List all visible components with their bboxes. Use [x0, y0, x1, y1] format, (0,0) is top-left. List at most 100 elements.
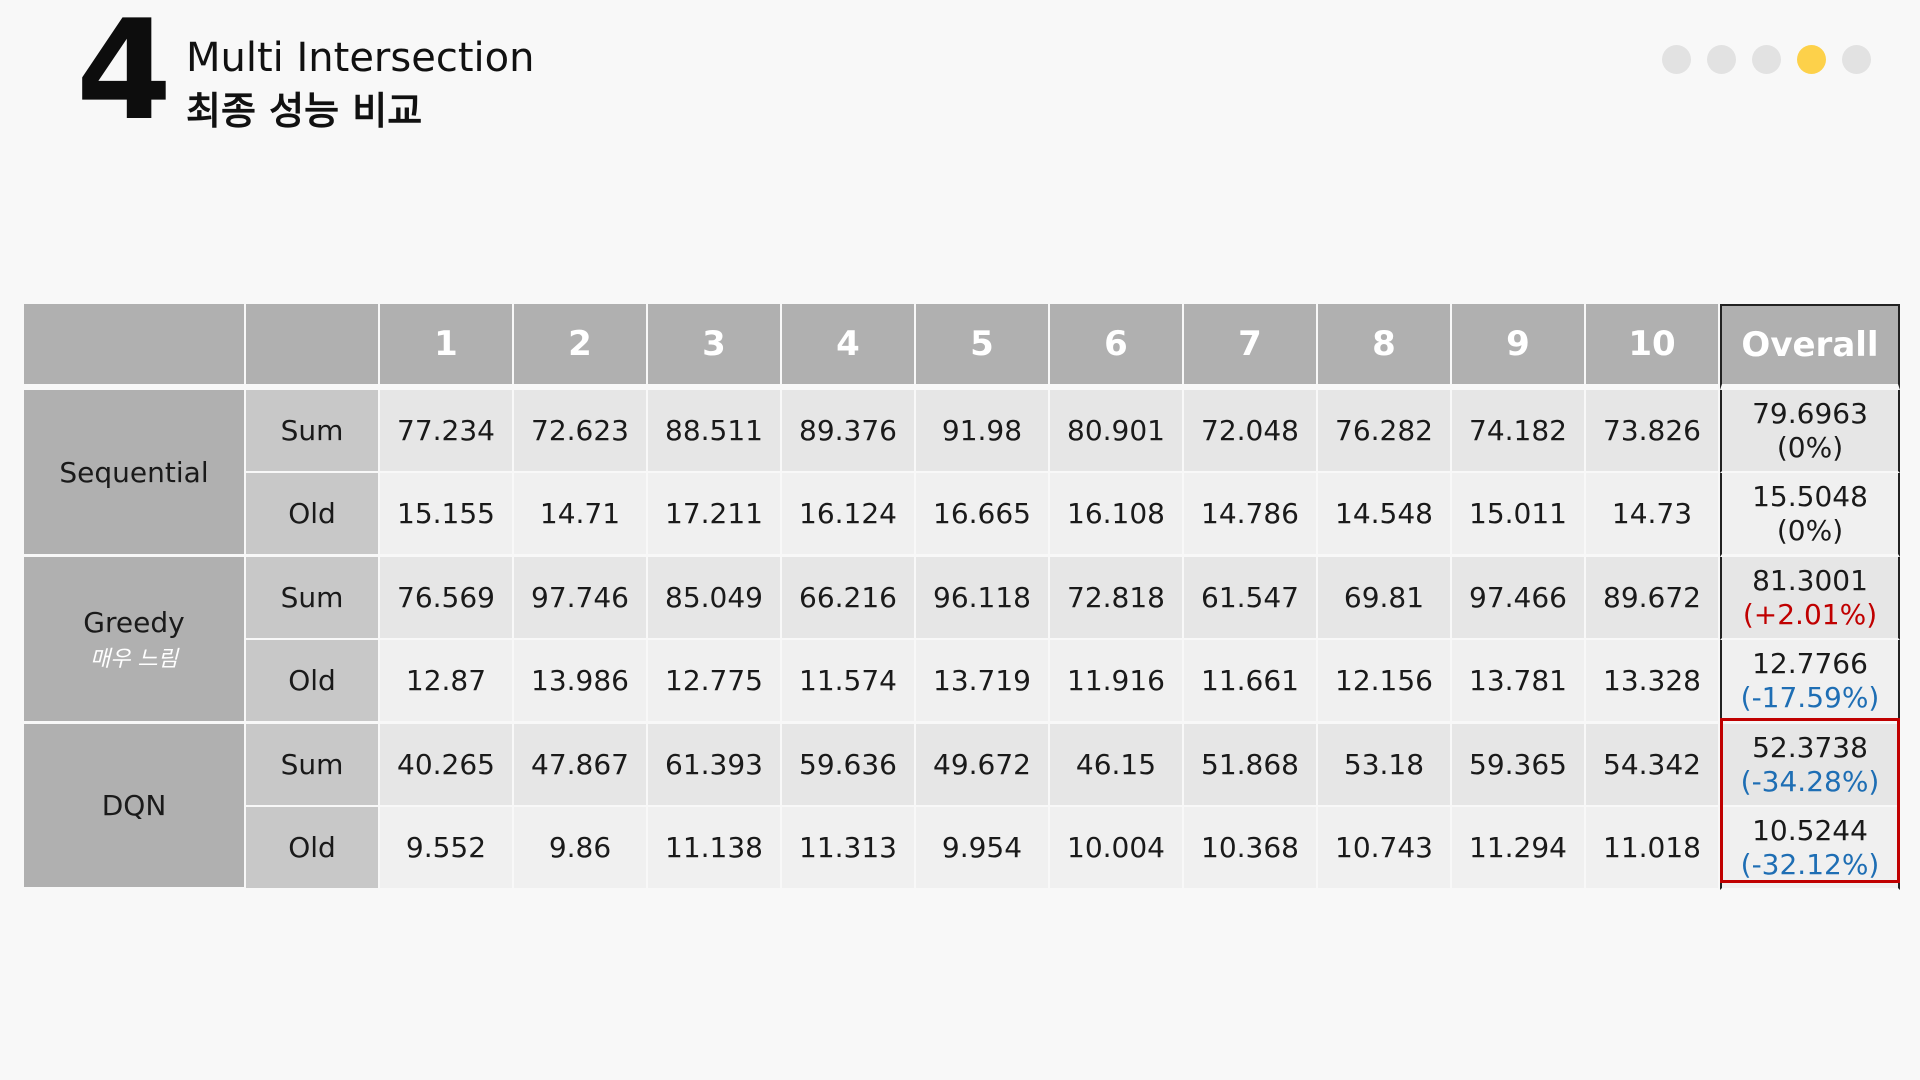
value-cell: 96.118: [916, 557, 1050, 640]
value-cell: 15.011: [1452, 473, 1586, 557]
value-cell: 9.552: [380, 807, 514, 890]
value-cell: 16.124: [782, 473, 916, 557]
overall-value: 12.7766: [1752, 647, 1868, 681]
value-cell: 10.368: [1184, 807, 1318, 890]
slide-subtitle: 최종 성능 비교: [186, 89, 423, 133]
value-cell: 59.365: [1452, 724, 1586, 807]
value-cell: 46.15: [1050, 724, 1184, 807]
value-cell: 11.661: [1184, 640, 1318, 724]
value-cell: 47.867: [514, 724, 648, 807]
value-cell: 11.916: [1050, 640, 1184, 724]
overall-delta: (-34.28%): [1740, 764, 1880, 798]
column-header: 1: [380, 304, 514, 390]
metric-label: Old: [246, 640, 380, 724]
group-note: 매우 느림: [90, 646, 178, 672]
group-label-cell: Sequential: [24, 390, 246, 557]
page-dot: [1842, 45, 1871, 74]
value-cell: 85.049: [648, 557, 782, 640]
value-cell: 13.328: [1586, 640, 1720, 724]
table-row: Old 9.552 9.86 11.138 11.313 9.954 10.004 10.36…: [24, 807, 1900, 890]
group-label-cell: Greedy 매우 느림: [24, 557, 246, 724]
group-name: DQN: [101, 789, 167, 822]
metric-label: Old: [246, 807, 380, 890]
value-cell: 9.86: [514, 807, 648, 890]
metric-label: Old: [246, 473, 380, 557]
value-cell: 91.98: [916, 390, 1050, 473]
value-cell: 10.743: [1318, 807, 1452, 890]
value-cell: 13.986: [514, 640, 648, 724]
overall-delta: (-17.59%): [1740, 680, 1880, 714]
metric-label: Sum: [246, 557, 380, 640]
value-cell: 97.466: [1452, 557, 1586, 640]
group-name: Greedy: [83, 605, 185, 639]
table-row: DQN Sum 40.265 47.867 61.393 59.636 49.672 46.1…: [24, 724, 1900, 890]
value-cell: 51.868: [1184, 724, 1318, 807]
value-cell: 76.569: [380, 557, 514, 640]
value-cell: 11.574: [782, 640, 916, 724]
metric-label: Sum: [246, 724, 380, 807]
overall-delta: (0%): [1776, 430, 1844, 464]
overall-value: 52.3738: [1752, 731, 1868, 765]
value-cell: 72.818: [1050, 557, 1184, 640]
value-cell: 80.901: [1050, 390, 1184, 473]
value-cell: 89.672: [1586, 557, 1720, 640]
column-header: 4: [782, 304, 916, 390]
overall-cell: 12.7766 (-17.59%): [1720, 640, 1900, 724]
value-cell: 13.781: [1452, 640, 1586, 724]
value-cell: 12.775: [648, 640, 782, 724]
column-header: 6: [1050, 304, 1184, 390]
value-cell: 11.294: [1452, 807, 1586, 890]
value-cell: 89.376: [782, 390, 916, 473]
value-cell: 72.048: [1184, 390, 1318, 473]
column-header: 8: [1318, 304, 1452, 390]
header-empty-metric: [246, 304, 380, 390]
value-cell: 12.156: [1318, 640, 1452, 724]
overall-delta: (+2.01%): [1742, 597, 1878, 631]
group-name: Sequential: [59, 455, 209, 489]
value-cell: 12.87: [380, 640, 514, 724]
value-cell: 49.672: [916, 724, 1050, 807]
value-cell: 69.81: [1318, 557, 1452, 640]
column-header: 10: [1586, 304, 1720, 390]
value-cell: 61.547: [1184, 557, 1318, 640]
metric-label: Sum: [246, 390, 380, 473]
value-cell: 17.211: [648, 473, 782, 557]
page-dot: [1662, 45, 1691, 74]
value-cell: 11.313: [782, 807, 916, 890]
value-cell: 61.393: [648, 724, 782, 807]
value-cell: 73.826: [1586, 390, 1720, 473]
section-number: 4: [76, 0, 172, 151]
column-header-overall: Overall: [1720, 304, 1900, 390]
value-cell: 76.282: [1318, 390, 1452, 473]
value-cell: 11.018: [1586, 807, 1720, 890]
value-cell: 14.786: [1184, 473, 1318, 557]
value-cell: 72.623: [514, 390, 648, 473]
column-header: 7: [1184, 304, 1318, 390]
slide-title: Multi Intersection: [186, 35, 535, 81]
value-cell: 11.138: [648, 807, 782, 890]
overall-value: 15.5048: [1752, 480, 1868, 514]
value-cell: 59.636: [782, 724, 916, 807]
table-body: Sequential Sum 77.234 72.623 88.511 89.376 91.…: [24, 390, 1900, 890]
value-cell: 10.004: [1050, 807, 1184, 890]
column-header: 9: [1452, 304, 1586, 390]
table-header-row: 1 2 3 4 5 6 7 8 9 10 Overall: [24, 304, 1900, 390]
value-cell: 88.511: [648, 390, 782, 473]
value-cell: 77.234: [380, 390, 514, 473]
header-empty-group: [24, 304, 246, 390]
overall-value: 81.3001: [1752, 564, 1868, 598]
value-cell: 16.108: [1050, 473, 1184, 557]
overall-delta: (0%): [1776, 513, 1844, 547]
column-header: 5: [916, 304, 1050, 390]
value-cell: 53.18: [1318, 724, 1452, 807]
column-header: 2: [514, 304, 648, 390]
value-cell: 16.665: [916, 473, 1050, 557]
value-cell: 15.155: [380, 473, 514, 557]
overall-cell: 15.5048 (0%): [1720, 473, 1900, 557]
value-cell: 54.342: [1586, 724, 1720, 807]
value-cell: 14.548: [1318, 473, 1452, 557]
value-cell: 97.746: [514, 557, 648, 640]
value-cell: 40.265: [380, 724, 514, 807]
overall-value: 10.5244: [1752, 814, 1868, 848]
table-row: Old 15.155 14.71 17.211 16.124 16.665 16.108 14…: [24, 473, 1900, 557]
